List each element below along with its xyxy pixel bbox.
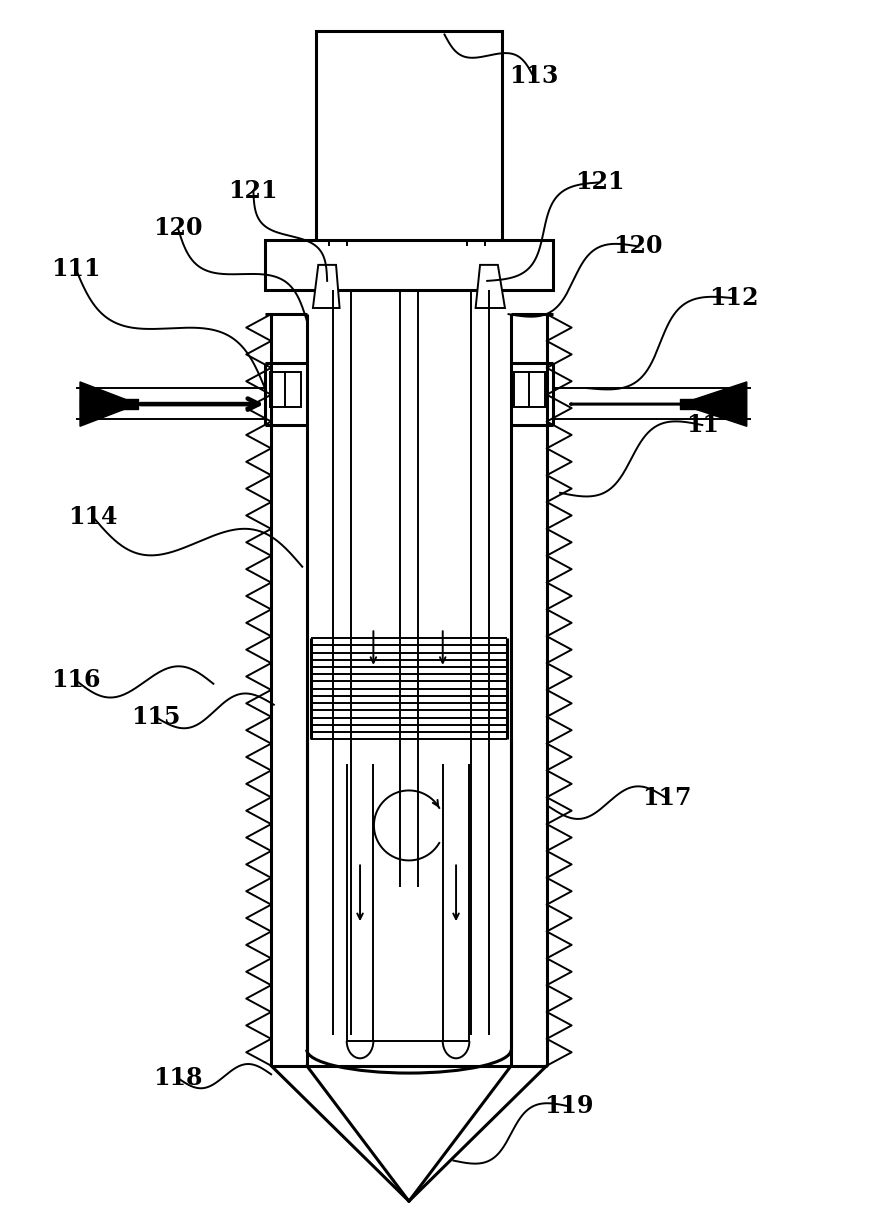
- Text: 121: 121: [228, 179, 278, 203]
- Text: 111: 111: [51, 256, 100, 281]
- Polygon shape: [80, 382, 138, 426]
- Text: 120: 120: [613, 234, 663, 259]
- Text: 116: 116: [51, 668, 100, 692]
- Bar: [316, 31, 502, 246]
- Text: 121: 121: [575, 170, 625, 195]
- Bar: [529, 372, 545, 407]
- Text: 119: 119: [544, 1094, 594, 1119]
- Text: 113: 113: [509, 64, 558, 89]
- Text: 115: 115: [131, 705, 180, 729]
- Polygon shape: [680, 382, 747, 426]
- Bar: [270, 372, 286, 407]
- Text: 114: 114: [68, 505, 118, 530]
- Polygon shape: [476, 265, 505, 308]
- Text: 118: 118: [153, 1066, 203, 1090]
- Text: 120: 120: [153, 216, 203, 240]
- Text: 11: 11: [685, 413, 719, 437]
- Text: 117: 117: [642, 786, 692, 811]
- Bar: [514, 372, 530, 407]
- Text: 112: 112: [709, 286, 758, 310]
- Bar: [265, 240, 553, 290]
- Bar: [285, 372, 301, 407]
- Polygon shape: [313, 265, 340, 308]
